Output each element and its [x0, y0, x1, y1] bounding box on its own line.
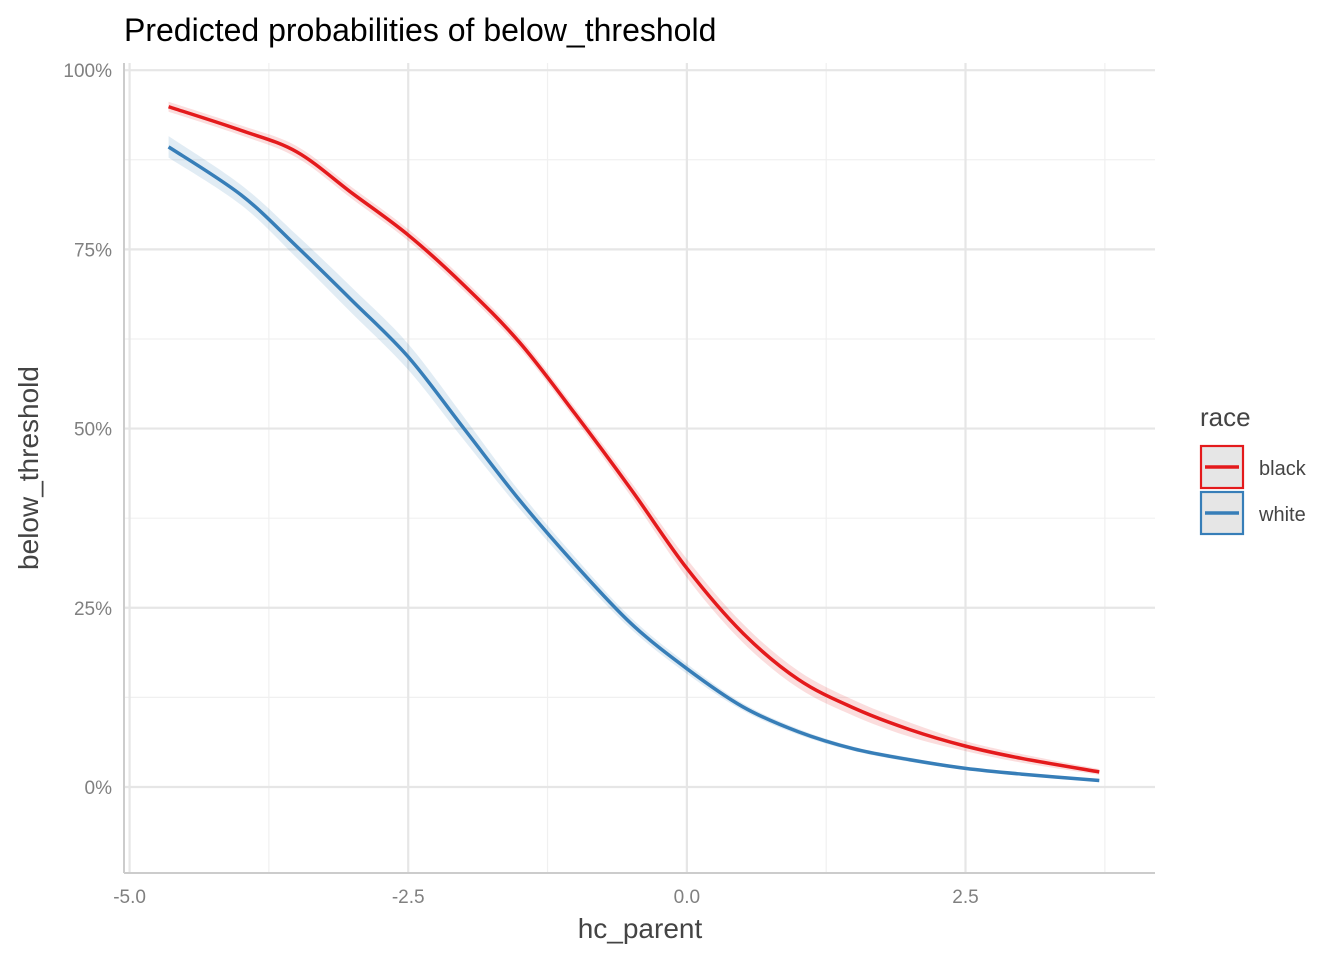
y-axis-title: below_threshold: [13, 366, 44, 570]
series-lines: [167, 105, 1100, 783]
x-tick-label: -5.0: [113, 887, 146, 908]
y-tick-label: 0%: [85, 778, 113, 799]
legend-label-white: white: [1258, 504, 1306, 526]
y-tick-label: 25%: [74, 599, 112, 620]
legend-label-black: black: [1259, 458, 1307, 480]
y-tick-label: 100%: [63, 61, 112, 82]
grid: [124, 63, 1155, 873]
y-tick-label: 50%: [74, 420, 112, 441]
y-tick-label: 75%: [74, 240, 112, 261]
legend: race black white: [1199, 402, 1307, 536]
confidence-ribbon-white: [168, 136, 1100, 782]
confidence-ribbons: [168, 101, 1100, 782]
x-tick-label: 0.0: [674, 887, 700, 908]
legend-title: race: [1200, 402, 1251, 432]
chart-title: Predicted probabilities of below_thresho…: [124, 12, 716, 48]
legend-items: black white: [1199, 444, 1307, 536]
x-axis-title: hc_parent: [578, 913, 703, 944]
x-tick-label: 2.5: [952, 887, 978, 908]
confidence-ribbon-black: [168, 101, 1100, 775]
legend-item-white: white: [1199, 490, 1306, 536]
series-line-white: [167, 145, 1100, 783]
legend-item-black: black: [1199, 444, 1307, 490]
x-tick-label: -2.5: [392, 887, 425, 908]
tick-labels: -5.0 -2.5 0.0 2.5 0% 25% 50% 75% 100%: [63, 61, 978, 908]
axes: [123, 63, 1155, 874]
series-line-black: [168, 105, 1100, 774]
